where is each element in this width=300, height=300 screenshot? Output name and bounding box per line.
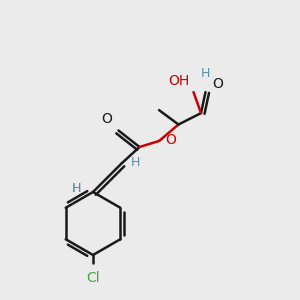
Text: O: O <box>101 112 112 126</box>
Polygon shape <box>160 124 178 142</box>
Text: OH: OH <box>169 74 190 88</box>
Text: H: H <box>201 67 210 80</box>
Text: Cl: Cl <box>86 272 100 286</box>
Text: O: O <box>166 133 176 146</box>
Text: H: H <box>72 182 82 196</box>
Text: O: O <box>212 76 223 91</box>
Text: H: H <box>72 182 81 196</box>
Text: H: H <box>130 155 140 169</box>
